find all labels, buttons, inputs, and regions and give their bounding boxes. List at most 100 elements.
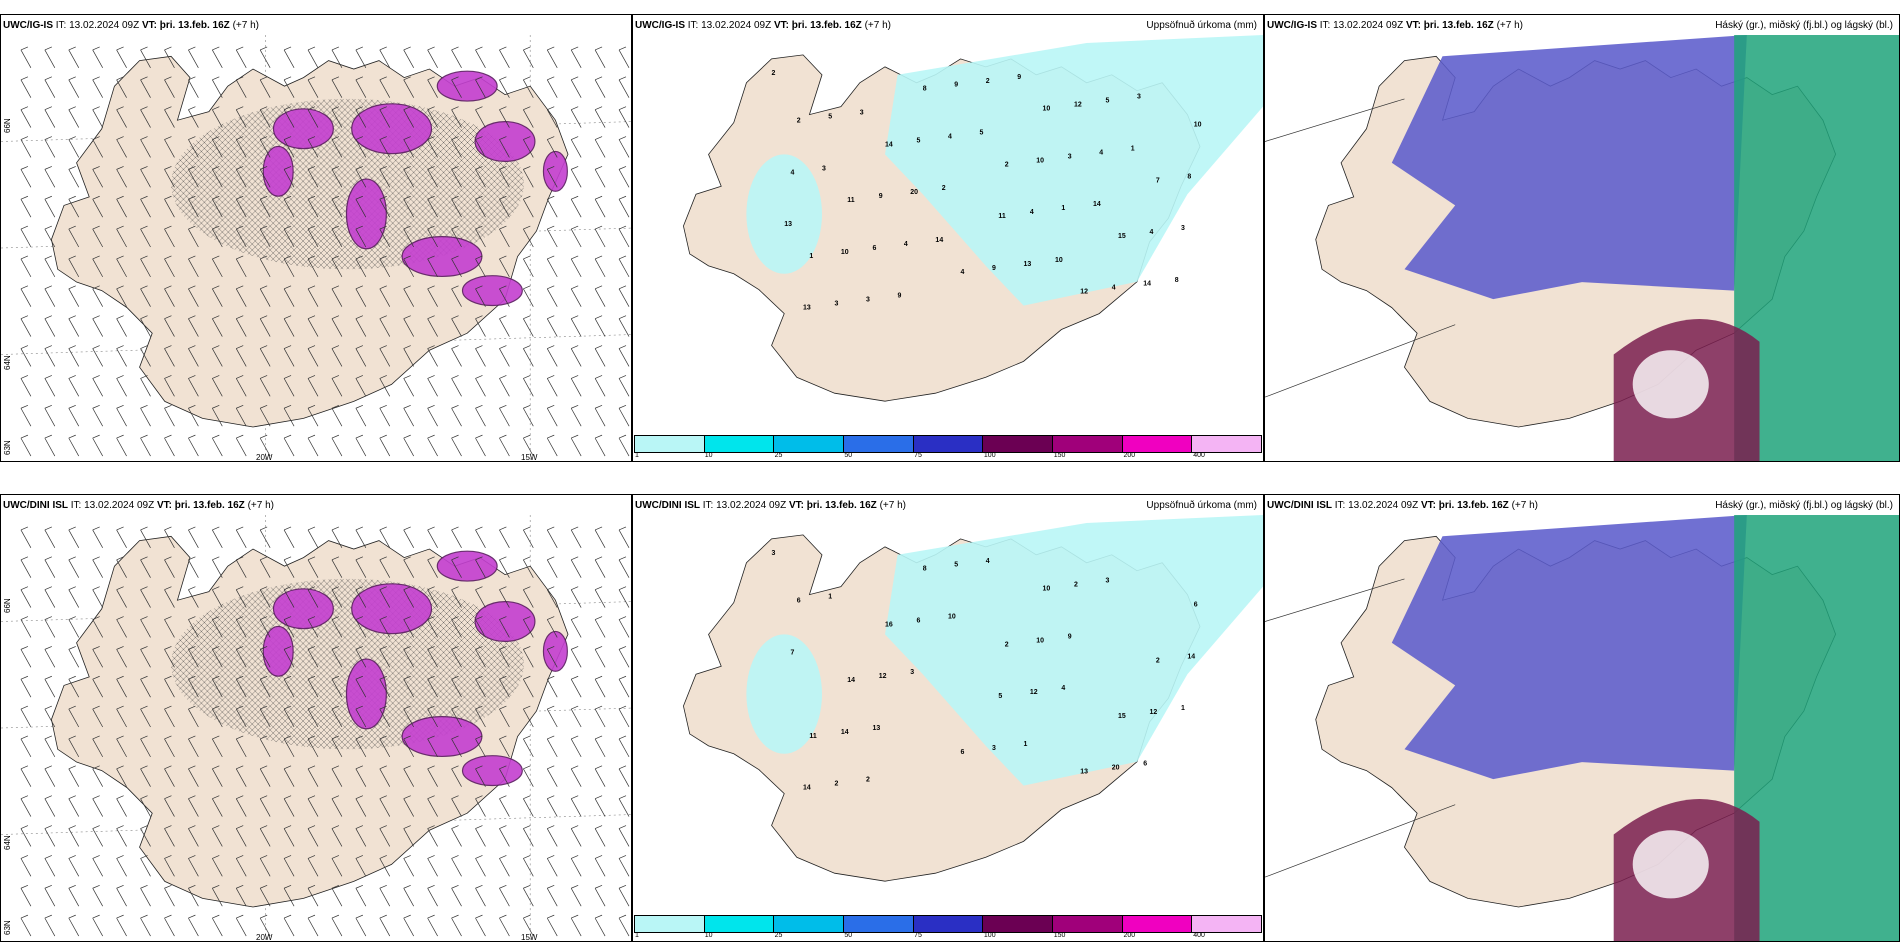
wind-barb bbox=[92, 556, 103, 578]
wind-barb bbox=[259, 375, 271, 397]
map-area[interactable] bbox=[1, 515, 631, 941]
wind-barb bbox=[68, 255, 80, 278]
wind-barb bbox=[355, 375, 367, 397]
wind-barb bbox=[331, 225, 343, 248]
snow-contour bbox=[345, 178, 387, 250]
wind-barb bbox=[235, 255, 247, 278]
map-area[interactable]: 3 2 11 10 14 13 16 15 8 2 6 6 5 14 10 14 2 12 20 6 12 5 14 3 6 12… bbox=[633, 515, 1263, 913]
colorbar-swatch bbox=[774, 436, 845, 452]
wind-barb bbox=[570, 586, 582, 608]
wind-barb bbox=[570, 735, 582, 758]
wind-barb bbox=[44, 375, 56, 397]
mid-cloud-area bbox=[1734, 35, 1899, 461]
panel-header: UWC/IG-IS IT: 13.02.2024 09Z VT: þri. 13… bbox=[3, 20, 259, 31]
wind-barb bbox=[44, 434, 56, 457]
wind-barb bbox=[546, 315, 558, 337]
wind-barb bbox=[68, 166, 80, 188]
precip-value-label: 13 bbox=[1024, 261, 1032, 268]
wind-barb bbox=[618, 646, 630, 668]
wind-barb bbox=[451, 434, 462, 457]
wind-barb bbox=[523, 166, 534, 188]
wind-barb bbox=[164, 225, 175, 248]
wind-barb bbox=[92, 914, 103, 937]
wind-barb bbox=[546, 195, 558, 218]
wind-barb bbox=[570, 255, 582, 278]
wind-barb bbox=[594, 315, 606, 337]
wind-barb bbox=[92, 795, 103, 817]
wind-barb bbox=[475, 76, 486, 98]
wind-barb bbox=[546, 76, 558, 98]
precip-value-label: 2 bbox=[986, 78, 990, 85]
wind-snow-map-panel-dini: UWC/DINI ISL IT: 13.02.2024 09Z VT: þri.… bbox=[0, 494, 632, 942]
wind-barb bbox=[618, 76, 630, 98]
wind-barb bbox=[212, 825, 223, 847]
wind-barb bbox=[523, 315, 534, 337]
wind-barb bbox=[307, 46, 319, 69]
wind-barb bbox=[379, 375, 391, 397]
wind-barb bbox=[523, 586, 534, 608]
map-area[interactable]: 2 2 1 10 11 12 14 15 8 7 4 10 11 13 10 10 12 9 4 5 4 9 8 9 2 4 3 3 6… bbox=[633, 35, 1263, 433]
wind-barb bbox=[164, 404, 175, 427]
wind-barb bbox=[164, 255, 175, 278]
wind-barb bbox=[212, 375, 223, 397]
precip-value-label: 2 bbox=[1074, 582, 1078, 589]
wind-barb bbox=[283, 675, 295, 698]
colorbar-swatch bbox=[1053, 436, 1123, 452]
wind-barb bbox=[283, 345, 295, 367]
wind-barb bbox=[235, 765, 247, 787]
wind-barb bbox=[618, 195, 630, 218]
wind-barb bbox=[188, 735, 199, 758]
wind-barb bbox=[140, 914, 151, 937]
precip-value-label: 6 bbox=[1143, 761, 1147, 768]
wind-barb bbox=[259, 855, 271, 877]
colorbar-cells bbox=[634, 435, 1262, 453]
wind-barb bbox=[475, 675, 486, 698]
wind-barb bbox=[188, 285, 199, 307]
map-area[interactable] bbox=[1265, 515, 1899, 941]
wind-barb bbox=[499, 646, 510, 668]
wind-barb bbox=[427, 586, 438, 608]
wind-barb bbox=[259, 675, 271, 698]
wind-barb bbox=[68, 136, 80, 158]
wind-barb bbox=[355, 76, 367, 98]
wind-barb bbox=[92, 825, 103, 847]
wind-barb bbox=[523, 106, 534, 128]
wind-barb bbox=[235, 136, 247, 158]
wind-barb bbox=[499, 914, 510, 937]
precip-value-label: 6 bbox=[797, 598, 801, 605]
wind-barb bbox=[403, 375, 414, 397]
wind-barb bbox=[44, 556, 56, 578]
wind-barb bbox=[570, 345, 582, 367]
colorbar-swatch bbox=[913, 916, 984, 932]
wind-barb bbox=[379, 735, 391, 758]
wind-barb bbox=[451, 225, 462, 248]
wind-barb bbox=[235, 76, 247, 98]
wind-barb bbox=[451, 765, 462, 787]
wind-barb bbox=[355, 526, 367, 549]
wind-barb bbox=[212, 795, 223, 817]
wind-barb bbox=[355, 345, 367, 367]
wind-barb bbox=[379, 705, 391, 728]
precip-map-panel-dini: UWC/DINI ISL IT: 13.02.2024 09Z VT: þri.… bbox=[632, 494, 1264, 942]
wind-barb bbox=[92, 675, 103, 698]
wind-barb bbox=[92, 855, 103, 877]
wind-barb bbox=[164, 855, 175, 877]
graticule-line bbox=[1265, 324, 1456, 398]
wind-barb bbox=[188, 675, 199, 698]
wind-barb bbox=[570, 404, 582, 427]
wind-barb bbox=[594, 345, 606, 367]
wind-barb bbox=[44, 675, 56, 698]
wind-barb bbox=[116, 76, 127, 98]
map-area[interactable] bbox=[1265, 35, 1899, 461]
wind-barb bbox=[379, 166, 391, 188]
wind-barb bbox=[92, 526, 103, 549]
wind-barb bbox=[20, 225, 32, 248]
wind-barb bbox=[116, 675, 127, 698]
wind-barb bbox=[427, 795, 438, 817]
wind-barb bbox=[212, 195, 223, 218]
wind-barb bbox=[570, 136, 582, 158]
wind-barb bbox=[188, 616, 199, 638]
precip-value-label: 1 bbox=[828, 594, 832, 601]
map-area[interactable] bbox=[1, 35, 631, 461]
wind-barb bbox=[427, 735, 438, 758]
